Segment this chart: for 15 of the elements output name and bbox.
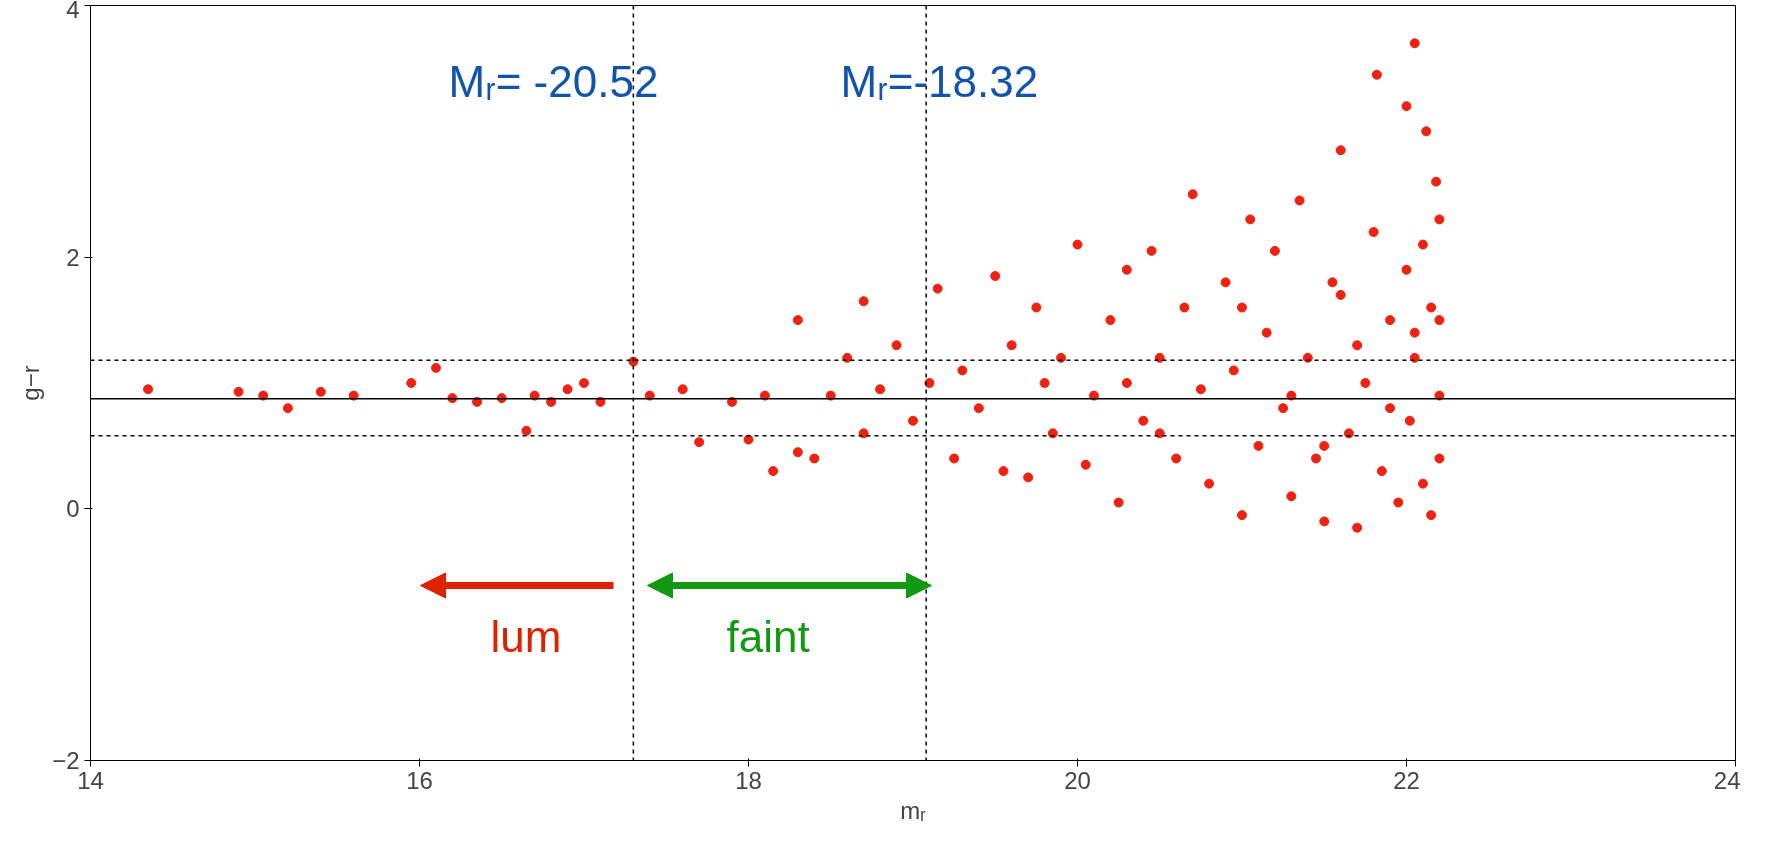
y-tick-label: −2 bbox=[52, 747, 80, 774]
y-tick-label: 2 bbox=[66, 243, 80, 271]
x-tick-label: 24 bbox=[1713, 766, 1741, 794]
y-tick-label: 0 bbox=[66, 495, 80, 523]
x-axis-title: mᵣ bbox=[900, 796, 927, 824]
annotation: faint bbox=[726, 611, 810, 661]
x-tick-label: 18 bbox=[735, 766, 762, 794]
x-tick-label: 20 bbox=[1064, 766, 1091, 794]
y-tick-label: 4 bbox=[66, 0, 80, 23]
x-tick-label: 16 bbox=[406, 766, 433, 794]
y-axis-title: g−r bbox=[17, 365, 45, 401]
x-tick-label: 22 bbox=[1393, 766, 1420, 794]
annotation: Mᵣ= -20.52 bbox=[448, 56, 659, 106]
annotation: Mᵣ=-18.32 bbox=[840, 56, 1039, 106]
annotation: lum bbox=[490, 611, 562, 661]
